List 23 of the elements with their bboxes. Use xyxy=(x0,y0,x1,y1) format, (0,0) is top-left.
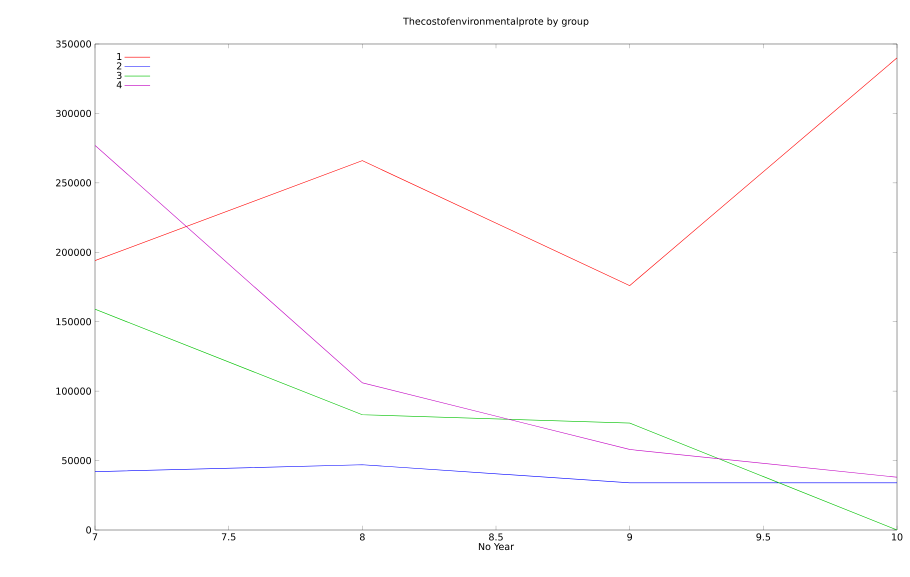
line-series xyxy=(95,308,898,530)
x-tick-label: 9 xyxy=(627,533,632,541)
x-tick-label: 7.5 xyxy=(222,533,236,540)
x-tick-label: 10 xyxy=(892,533,902,541)
y-tick-label: 0 xyxy=(86,526,91,534)
y-tick-label: 50000 xyxy=(62,456,91,464)
legend-label: 4 xyxy=(116,81,122,88)
line-series xyxy=(95,145,898,478)
x-tick-label: 8.5 xyxy=(489,533,503,541)
x-tick-label: 9.5 xyxy=(756,533,770,541)
y-tick-label: 250000 xyxy=(56,179,91,186)
legend-label: 3 xyxy=(116,72,122,80)
x-tick-label: 8 xyxy=(360,533,365,541)
y-tick-label: 150000 xyxy=(56,318,91,326)
y-tick-label: 300000 xyxy=(56,110,91,118)
x-tick-label: 7 xyxy=(92,533,98,540)
legend-label: 1 xyxy=(117,53,122,60)
x-axis-title: No Year xyxy=(478,543,514,550)
legend-label: 2 xyxy=(116,62,122,70)
y-tick-label: 200000 xyxy=(56,248,91,256)
y-tick-label: 350000 xyxy=(56,40,91,48)
y-tick-label: 100000 xyxy=(56,388,91,395)
chart-title: Thecostofenvironmentalprote by group xyxy=(403,17,588,27)
